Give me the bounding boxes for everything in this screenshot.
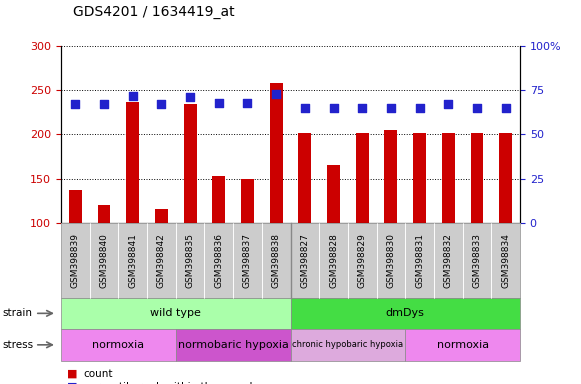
Text: stress: stress [3,340,34,350]
Point [415,105,424,111]
Text: GSM398834: GSM398834 [501,233,510,288]
Bar [299,132,311,223]
Bar [126,102,139,223]
Text: GSM398838: GSM398838 [272,233,281,288]
Text: normobaric hypoxia: normobaric hypoxia [178,340,289,350]
Text: normoxia: normoxia [92,340,145,350]
Text: GSM398842: GSM398842 [157,233,166,288]
Point [271,91,281,97]
Text: GSM398839: GSM398839 [71,233,80,288]
Text: GSM398841: GSM398841 [128,233,137,288]
Point [329,105,338,111]
Bar [155,209,168,223]
Bar [241,179,254,223]
Point [99,101,109,108]
Point [185,94,195,100]
Text: GSM398832: GSM398832 [444,233,453,288]
Text: percentile rank within the sample: percentile rank within the sample [83,382,259,384]
Bar [212,176,225,223]
Text: GSM398837: GSM398837 [243,233,252,288]
Point [300,105,310,111]
Point [357,105,367,111]
Bar [413,132,426,223]
Text: count: count [83,369,113,379]
Text: GSM398833: GSM398833 [472,233,482,288]
Text: GSM398830: GSM398830 [386,233,396,288]
Point [501,105,510,111]
Text: GSM398831: GSM398831 [415,233,424,288]
Point [214,99,224,106]
Text: normoxia: normoxia [436,340,489,350]
Bar [98,205,110,223]
Point [386,105,396,111]
Bar [471,132,483,223]
Point [71,101,80,108]
Text: GSM398829: GSM398829 [358,233,367,288]
Text: ■: ■ [67,369,77,379]
Bar [499,132,512,223]
Bar [270,83,282,223]
Point [444,101,453,108]
Text: GSM398835: GSM398835 [185,233,195,288]
Point [157,101,166,108]
Text: wild type: wild type [150,308,201,318]
Bar [69,190,82,223]
Point [128,93,137,99]
Text: GDS4201 / 1634419_at: GDS4201 / 1634419_at [73,5,234,19]
Text: dmDys: dmDys [386,308,425,318]
Point [472,105,482,111]
Text: GSM398828: GSM398828 [329,233,338,288]
Bar [327,165,340,223]
Point [243,99,252,106]
Bar [356,132,369,223]
Text: GSM398840: GSM398840 [99,233,109,288]
Bar [385,130,397,223]
Text: GSM398836: GSM398836 [214,233,223,288]
Bar [184,104,196,223]
Text: chronic hypobaric hypoxia: chronic hypobaric hypoxia [292,340,403,349]
Text: GSM398827: GSM398827 [300,233,309,288]
Bar [442,132,455,223]
Text: ■: ■ [67,382,77,384]
Text: strain: strain [3,308,33,318]
